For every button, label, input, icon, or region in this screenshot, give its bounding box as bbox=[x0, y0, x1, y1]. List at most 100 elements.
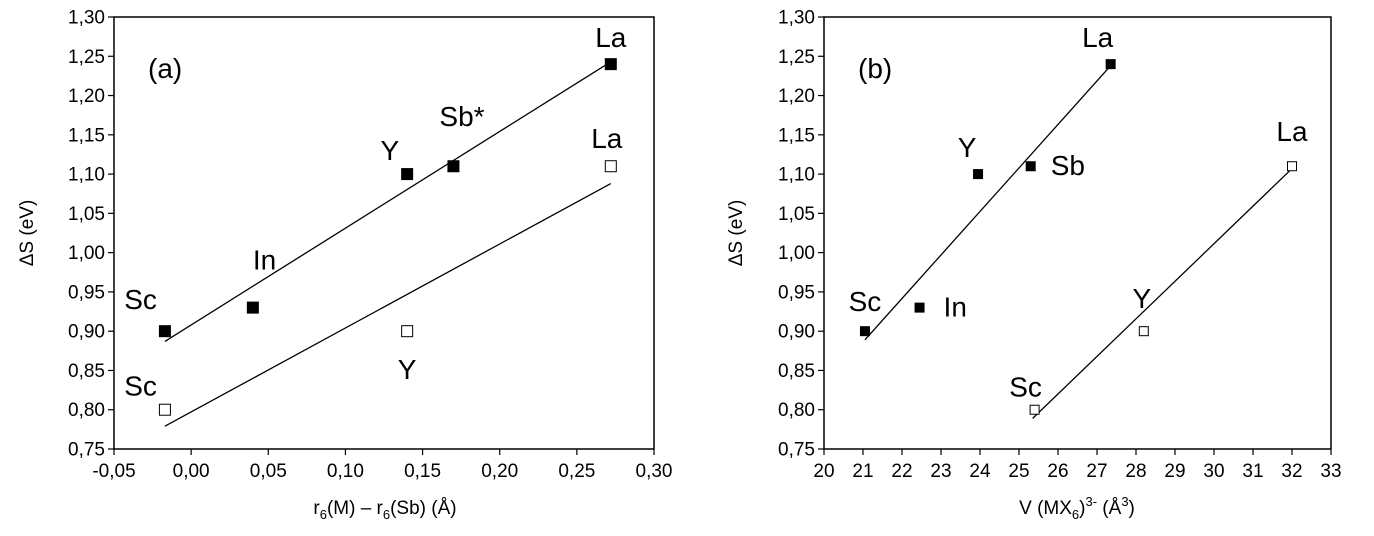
x-axis-b: 20 21 22 23 24 25 26 27 28 29 30 31 32 33 bbox=[813, 449, 1342, 482]
y-tick-label: 1,05 bbox=[778, 204, 815, 225]
point-label: Y bbox=[398, 354, 417, 385]
x-tick-label: 25 bbox=[1008, 461, 1029, 482]
point-y-filled bbox=[401, 168, 414, 181]
point-label: Sc bbox=[124, 284, 157, 315]
fit-line-series-1 bbox=[164, 182, 612, 427]
y-tick-label: 0,90 bbox=[778, 322, 815, 343]
point-sb-filled bbox=[1025, 161, 1036, 172]
point-la-filled bbox=[604, 58, 617, 71]
data-points-b: Sc In Y Sb La Sc Y La bbox=[849, 22, 1308, 415]
y-tick-label: 1,20 bbox=[68, 86, 105, 107]
y-tick-label: 1,15 bbox=[778, 125, 815, 146]
point-label: In bbox=[253, 245, 276, 276]
y-tick-label: 0,85 bbox=[68, 361, 105, 382]
y-tick-label: 1,10 bbox=[68, 165, 105, 186]
panel-label-b: (b) bbox=[858, 53, 892, 84]
point-in-filled bbox=[914, 302, 925, 313]
y-tick-label: 0,95 bbox=[778, 282, 815, 303]
y-tick-label: 0,75 bbox=[68, 440, 105, 461]
point-label: La bbox=[1276, 116, 1308, 147]
x-tick-label: 20 bbox=[813, 461, 834, 482]
y-tick-label: 0,90 bbox=[68, 322, 105, 343]
point-label: In bbox=[944, 292, 967, 323]
point-la-open bbox=[604, 160, 617, 173]
y-axis-title-a: ΔS (eV) bbox=[17, 200, 38, 267]
y-tick-label: 1,10 bbox=[778, 165, 815, 186]
point-y-open bbox=[1138, 326, 1149, 337]
x-tick-label: 22 bbox=[891, 461, 912, 482]
point-label: La bbox=[595, 22, 627, 53]
point-y-open bbox=[401, 325, 414, 338]
y-tick-label: 1,00 bbox=[778, 243, 815, 264]
point-label: La bbox=[1082, 22, 1114, 53]
point-in-filled bbox=[246, 301, 259, 314]
x-tick-label: 0,25 bbox=[558, 461, 595, 482]
x-tick-label: 0,30 bbox=[636, 461, 673, 482]
fit-lines-b bbox=[864, 65, 1293, 419]
point-label: Y bbox=[380, 135, 399, 166]
y-tick-label: 1,20 bbox=[778, 86, 815, 107]
y-tick-label: 1,25 bbox=[68, 47, 105, 68]
fit-line-series-0 bbox=[864, 65, 1112, 341]
point-sc-filled bbox=[859, 326, 870, 337]
point-label: Sb bbox=[1051, 150, 1085, 181]
point-y-filled bbox=[973, 169, 984, 180]
y-tick-label: 0,95 bbox=[68, 282, 105, 303]
point-la-open bbox=[1287, 161, 1297, 172]
point-sc-filled bbox=[158, 325, 171, 338]
x-tick-label: 32 bbox=[1281, 461, 1302, 482]
x-tick-label: 0,10 bbox=[327, 461, 364, 482]
y-tick-label: 0,75 bbox=[778, 440, 815, 461]
x-tick-label: 26 bbox=[1047, 461, 1068, 482]
point-label: Sc bbox=[124, 371, 157, 402]
x-axis-a: -0,05 0,00 0,05 0,10 0,15 0,20 0,25 0,30 bbox=[92, 449, 672, 482]
x-tick-label: 0,05 bbox=[250, 461, 287, 482]
fit-lines-a bbox=[164, 61, 612, 427]
y-axis-b: 0,75 0,80 0,85 0,90 0,95 1,00 1,05 1,10 1,15 1,20… bbox=[778, 8, 824, 461]
x-tick-label: 31 bbox=[1242, 461, 1263, 482]
x-tick-label: 33 bbox=[1320, 461, 1341, 482]
x-tick-label: 27 bbox=[1086, 461, 1107, 482]
x-tick-label: 30 bbox=[1203, 461, 1224, 482]
y-tick-label: 1,30 bbox=[68, 8, 105, 29]
x-tick-label: 23 bbox=[930, 461, 951, 482]
panel-b: 0,75 0,80 0,85 0,90 0,95 1,00 1,05 1,10 1,15 1,20… bbox=[726, 8, 1342, 523]
panel-a: 0,75 0,80 0,85 0,90 0,95 1,00 1,05 1,10 1,15 1,20… bbox=[17, 8, 672, 523]
y-tick-label: 1,00 bbox=[68, 243, 105, 264]
y-tick-label: 0,80 bbox=[68, 400, 105, 421]
point-sb-filled bbox=[447, 160, 460, 173]
panel-label-a: (a) bbox=[148, 53, 182, 84]
x-tick-label: 21 bbox=[852, 461, 873, 482]
y-tick-label: 1,25 bbox=[778, 47, 815, 68]
fit-line-series-1 bbox=[1032, 168, 1293, 419]
data-points-a: Sc In Y Sb* La Sc Y La bbox=[124, 22, 627, 416]
fit-line-series-0 bbox=[164, 61, 612, 342]
x-tick-label: 0,15 bbox=[404, 461, 441, 482]
point-label: La bbox=[591, 123, 623, 154]
x-tick-label: -0,05 bbox=[92, 461, 135, 482]
plot-frame-b bbox=[823, 16, 1332, 450]
point-sc-open bbox=[158, 403, 171, 416]
y-tick-label: 1,05 bbox=[68, 204, 105, 225]
y-axis-a: 0,75 0,80 0,85 0,90 0,95 1,00 1,05 1,10 1,15 1,20… bbox=[68, 8, 114, 461]
point-label: Sc bbox=[849, 286, 882, 317]
x-axis-title-b: V (MX6)3- (Å3) bbox=[1019, 494, 1135, 522]
y-tick-label: 0,80 bbox=[778, 400, 815, 421]
x-tick-label: 24 bbox=[969, 461, 991, 482]
x-tick-label: 0,20 bbox=[481, 461, 518, 482]
point-label: Y bbox=[1132, 283, 1151, 314]
point-label: Sc bbox=[1009, 372, 1042, 403]
point-label: Sb* bbox=[439, 101, 484, 132]
x-tick-label: 29 bbox=[1164, 461, 1185, 482]
x-axis-title-a: r6(M) – r6(Sb) (Å) bbox=[313, 498, 456, 522]
y-tick-label: 1,15 bbox=[68, 125, 105, 146]
plot-frame-a bbox=[113, 16, 655, 450]
x-tick-label: 28 bbox=[1125, 461, 1146, 482]
point-sc-open bbox=[1029, 404, 1040, 415]
x-tick-label: 0,00 bbox=[173, 461, 210, 482]
y-axis-title-b: ΔS (eV) bbox=[726, 200, 747, 267]
y-tick-label: 1,30 bbox=[778, 8, 815, 29]
point-label: Y bbox=[958, 132, 977, 163]
point-la-filled bbox=[1105, 59, 1116, 70]
